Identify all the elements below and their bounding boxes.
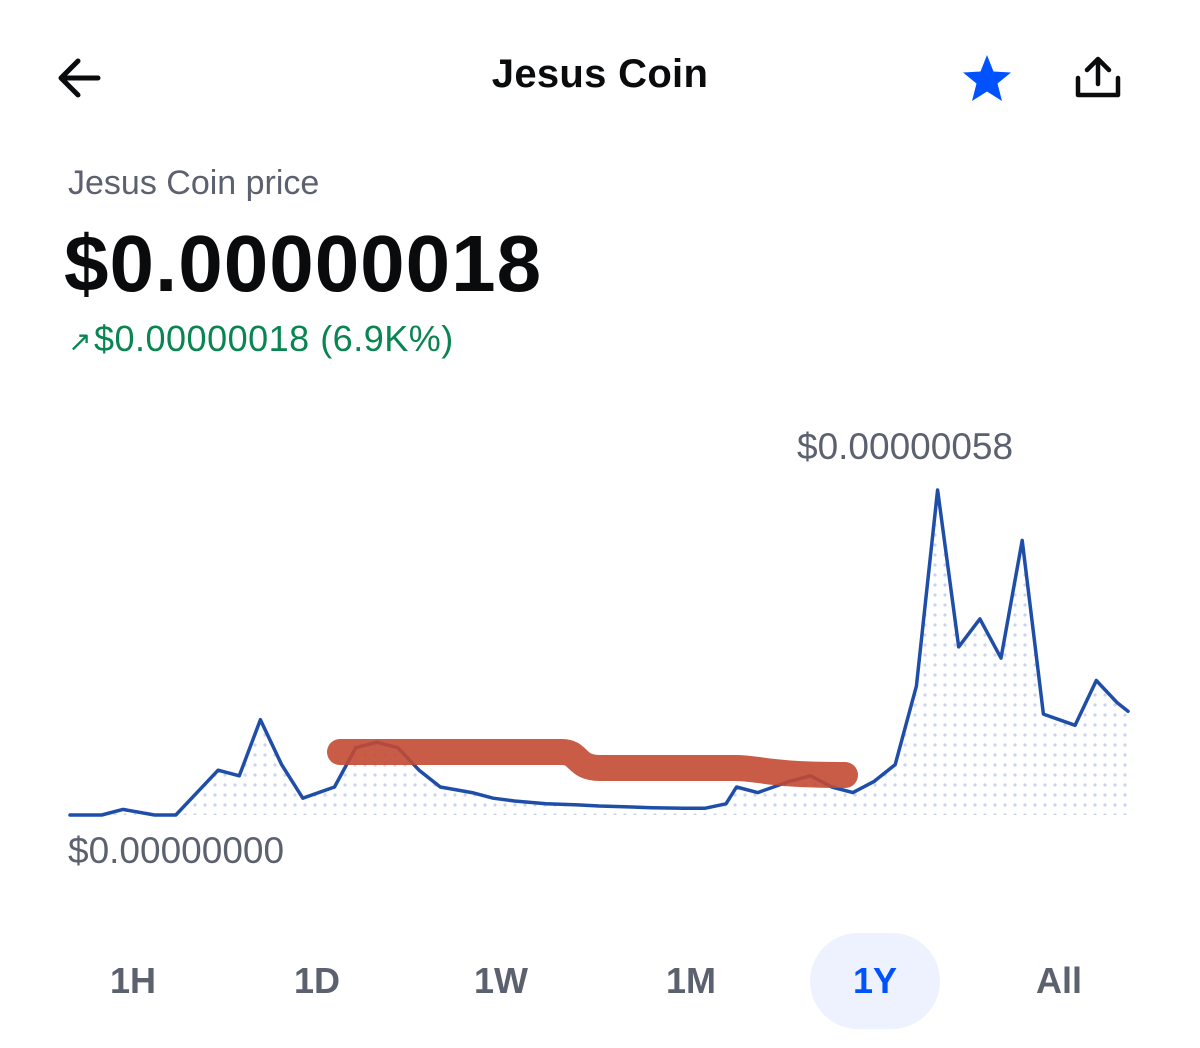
header: Jesus Coin [0, 0, 1200, 150]
share-button[interactable] [1068, 50, 1128, 110]
star-icon [963, 55, 1011, 101]
tab-1y[interactable]: 1Y [810, 933, 940, 1029]
chart-min-label: $0.00000000 [68, 830, 285, 871]
chart-area-fill [70, 490, 1128, 815]
trend-up-icon: ↗ [68, 326, 92, 357]
chart-line [68, 488, 1130, 817]
price-change: ↗$0.00000018 (6.9K%) [68, 318, 454, 360]
price-chart[interactable] [0, 470, 1200, 830]
watchlist-star-button[interactable] [958, 50, 1016, 108]
chart-max-label: $0.00000058 [797, 426, 1014, 467]
time-range-tabs: 1H 1D 1W 1M 1Y All [0, 925, 1200, 1035]
price-change-text: $0.00000018 (6.9K%) [93, 318, 454, 359]
tab-1h[interactable]: 1H [109, 960, 157, 1001]
share-icon [1075, 56, 1121, 98]
tab-1d[interactable]: 1D [293, 960, 341, 1001]
arrow-left-icon [58, 58, 101, 98]
price-value: $0.00000018 [64, 219, 543, 308]
tab-1m[interactable]: 1M [665, 960, 716, 1001]
tab-all[interactable]: All [1035, 960, 1082, 1001]
price-label: Jesus Coin price [68, 164, 320, 202]
redaction-mark [327, 739, 858, 788]
back-button[interactable] [50, 48, 110, 108]
tab-1w[interactable]: 1W [474, 960, 528, 1001]
page-title: Jesus Coin [491, 52, 709, 96]
